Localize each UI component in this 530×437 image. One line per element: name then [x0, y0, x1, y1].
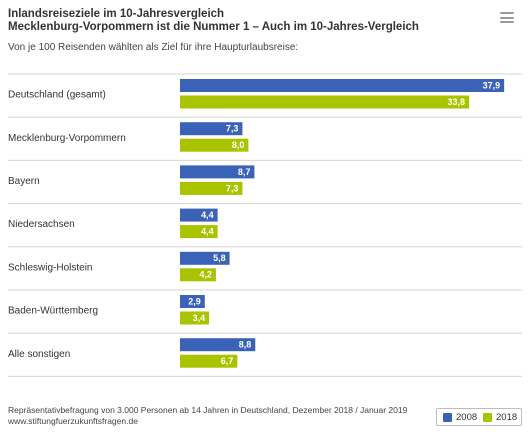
- data-label-2008: 2,9: [188, 296, 201, 306]
- legend-item-2008[interactable]: 2008: [443, 412, 477, 423]
- data-label-2008: 8,8: [239, 340, 252, 350]
- bar-2018: [180, 95, 470, 109]
- data-label-2018: 8,0: [232, 140, 245, 150]
- bar-2008: [180, 165, 255, 179]
- category-label: Bayern: [8, 176, 40, 187]
- bar-2008: [180, 122, 243, 136]
- data-label-2018: 7,3: [226, 183, 239, 193]
- chart-title: Inlandsreiseziele im 10-Jahresvergleich: [8, 8, 225, 20]
- bar-2008: [180, 295, 205, 308]
- data-label-2008: 4,4: [201, 210, 214, 220]
- bar-2018: [180, 354, 238, 368]
- data-label-2008: 37,9: [483, 80, 501, 90]
- bar-2008: [180, 338, 256, 352]
- data-label-2018: 6,7: [221, 356, 234, 366]
- bar-2008: [180, 251, 230, 265]
- legend-label-2018: 2018: [496, 412, 518, 423]
- chart-subtitle: Mecklenburg-Vorpommern ist die Nummer 1 …: [8, 21, 419, 33]
- category-label: Schleswig-Holstein: [8, 262, 92, 273]
- bar-2018: [180, 138, 249, 152]
- data-label-2018: 3,4: [193, 313, 206, 323]
- data-label-2018: 33,8: [448, 97, 466, 107]
- category-label: Mecklenburg-Vorpommern: [8, 133, 126, 144]
- category-label: Deutschland (gesamt): [8, 90, 106, 101]
- chart-legend: 2008 2018: [436, 408, 522, 426]
- bar-2008: [180, 79, 505, 92]
- data-label-2008: 8,7: [238, 167, 251, 177]
- category-label: Niedersachsen: [8, 219, 75, 230]
- source-url: www.stiftungfuerzukunftsfragen.de: [8, 416, 138, 426]
- legend-swatch-2008: [443, 413, 452, 422]
- legend-swatch-2018: [483, 413, 492, 422]
- bar-2018: [180, 181, 243, 195]
- bar-2018: [180, 311, 210, 325]
- category-label: Baden-Württemberg: [8, 306, 98, 317]
- data-label-2008: 5,8: [213, 253, 226, 263]
- bar-2008: [180, 208, 218, 222]
- chart-title-block: Inlandsreiseziele im 10-Jahresvergleich …: [8, 8, 419, 34]
- chart-footer: Repräsentativbefragung von 3.000 Persone…: [8, 405, 407, 427]
- data-label-2018: 4,4: [201, 226, 214, 236]
- source-note: Repräsentativbefragung von 3.000 Persone…: [8, 405, 408, 415]
- bar-2018: [180, 225, 218, 239]
- data-label-2008: 7,3: [226, 124, 239, 134]
- data-label-2018: 4,2: [199, 270, 212, 280]
- chart-caption: Von je 100 Reisenden wählten als Ziel fü…: [8, 42, 299, 53]
- legend-label-2008: 2008: [456, 412, 478, 423]
- bar-2018: [180, 268, 216, 282]
- legend-item-2018[interactable]: 2018: [483, 412, 517, 423]
- category-label: Alle sonstigen: [8, 349, 70, 360]
- hamburger-menu-icon[interactable]: [500, 12, 514, 23]
